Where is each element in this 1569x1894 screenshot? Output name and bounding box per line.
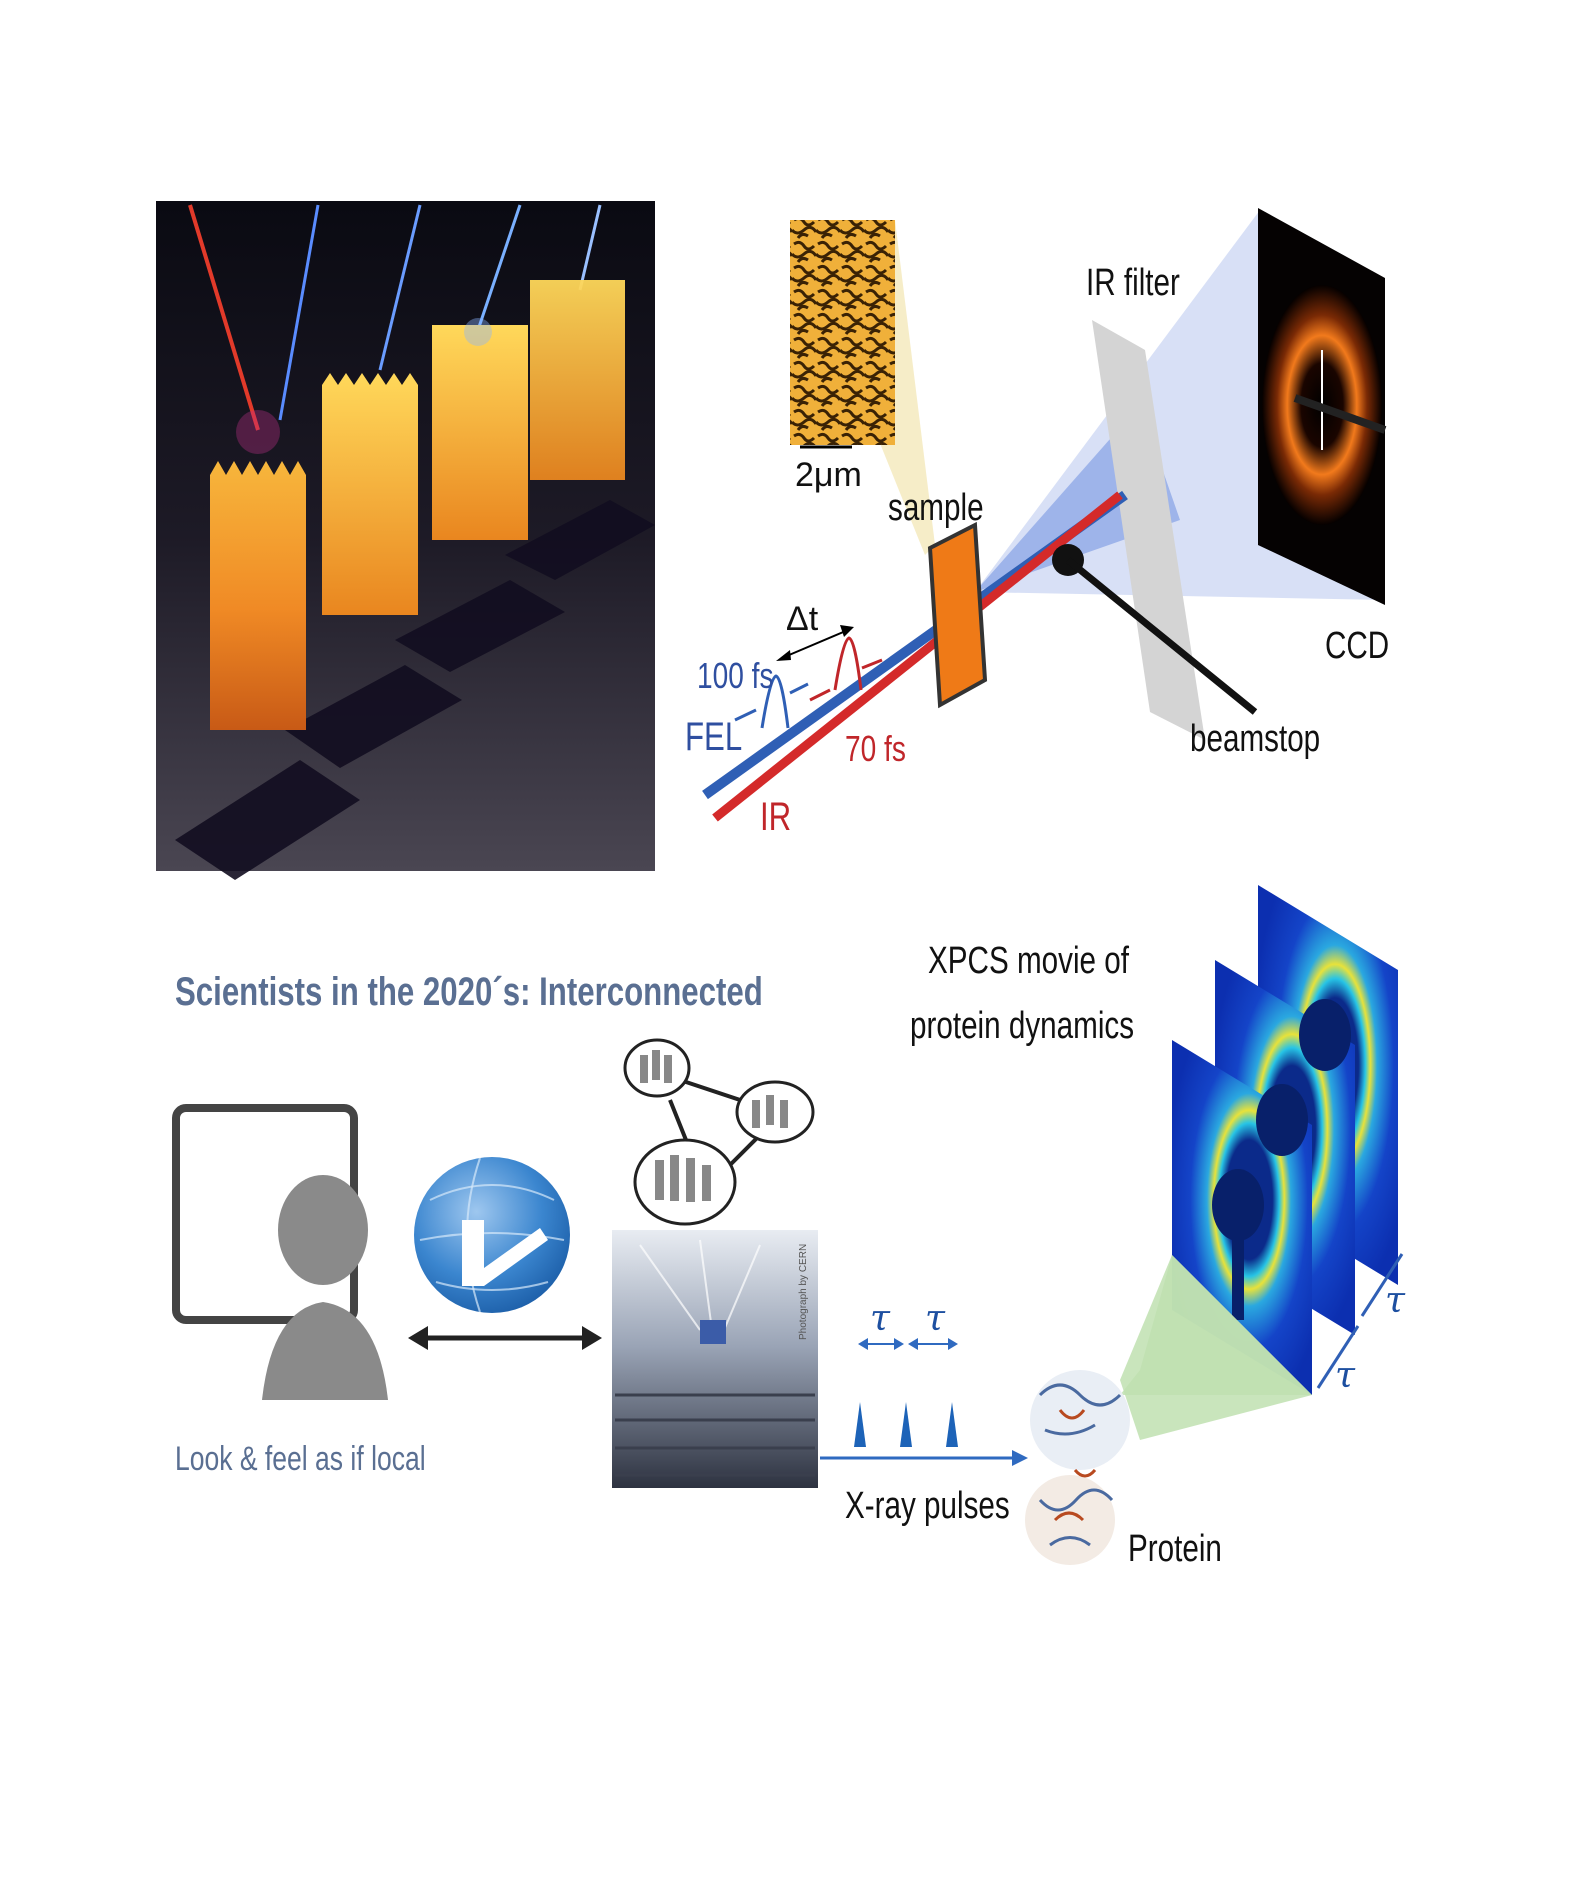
sample-label: sample <box>888 487 984 529</box>
beamstop-label: beamstop <box>1190 718 1321 760</box>
domain-pattern-inset <box>790 220 895 445</box>
person-icon <box>262 1175 388 1400</box>
bl-illustration <box>172 1038 818 1488</box>
xray-pulse-1 <box>854 1402 866 1447</box>
tau-label-1: τ <box>870 1298 890 1339</box>
xray-pulse-2 <box>900 1402 912 1447</box>
tau-label-3: τ <box>1385 1280 1405 1321</box>
delta-t-label: Δt <box>786 600 819 638</box>
photo-credit: Photograph by CERN <box>798 1243 809 1340</box>
xray-label: X-ray pulses <box>845 1485 1010 1527</box>
fel-label: FEL <box>685 715 743 759</box>
globe-logo-icon <box>414 1157 570 1313</box>
ir-filter-plate <box>1092 320 1205 740</box>
protein-label: Protein <box>1128 1528 1222 1570</box>
ir-pulse-label: 70 fs <box>845 728 906 769</box>
br-title-line1: XPCS movie of <box>928 940 1129 982</box>
tau-label-4: τ <box>1335 1355 1355 1396</box>
tl-artwork <box>156 201 655 880</box>
ir-filter-label: IR filter <box>1086 262 1180 304</box>
sample-slab <box>927 521 988 709</box>
protein-structure <box>1025 1370 1130 1565</box>
people-network-icon <box>623 1038 815 1226</box>
br-illustration <box>820 885 1404 1565</box>
tau-label-2: τ <box>925 1298 945 1339</box>
br-title-line2: protein dynamics <box>910 1005 1135 1047</box>
ccd-label: CCD <box>1325 625 1390 667</box>
scale-bar-label: 2μm <box>795 456 862 494</box>
xray-pulse-3 <box>946 1402 958 1447</box>
ir-label: IR <box>760 795 792 839</box>
ir-beam <box>712 491 1123 822</box>
tr-schematic <box>702 208 1387 822</box>
bl-title: Scientists in the 2020´s: Interconnected <box>175 970 763 1014</box>
datacentre-photo <box>612 1230 818 1488</box>
fel-pulse-label: 100 fs <box>697 655 774 696</box>
bl-caption: Look & feel as if local <box>175 1440 426 1478</box>
